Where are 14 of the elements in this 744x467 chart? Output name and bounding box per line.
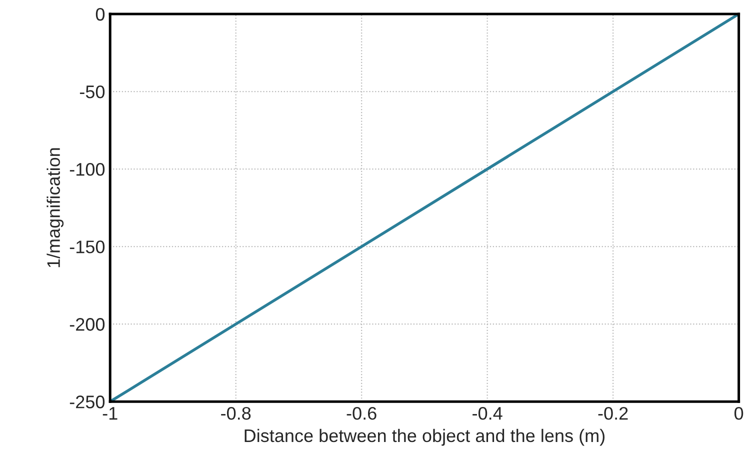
- x-tick-label: -1: [102, 407, 118, 420]
- y-tick-label: -100: [70, 162, 105, 176]
- y-tick-label: 0: [96, 8, 105, 21]
- x-tick-label: -0.2: [598, 406, 628, 420]
- y-tick-label: -50: [80, 85, 105, 98]
- y-axis-title: 1/magnification: [46, 148, 64, 268]
- y-tick-label: -250: [70, 396, 105, 408]
- x-axis-title: Distance between the object and the lens (m): [244, 428, 605, 446]
- x-tick-label: -0.6: [346, 406, 376, 420]
- y-tick-label: -200: [70, 318, 105, 331]
- y-tick-label: -150: [70, 240, 105, 254]
- x-tick-label: -0.4: [472, 406, 502, 420]
- x-tick-label: -0.8: [221, 406, 251, 420]
- x-tick-label: 0: [734, 406, 744, 420]
